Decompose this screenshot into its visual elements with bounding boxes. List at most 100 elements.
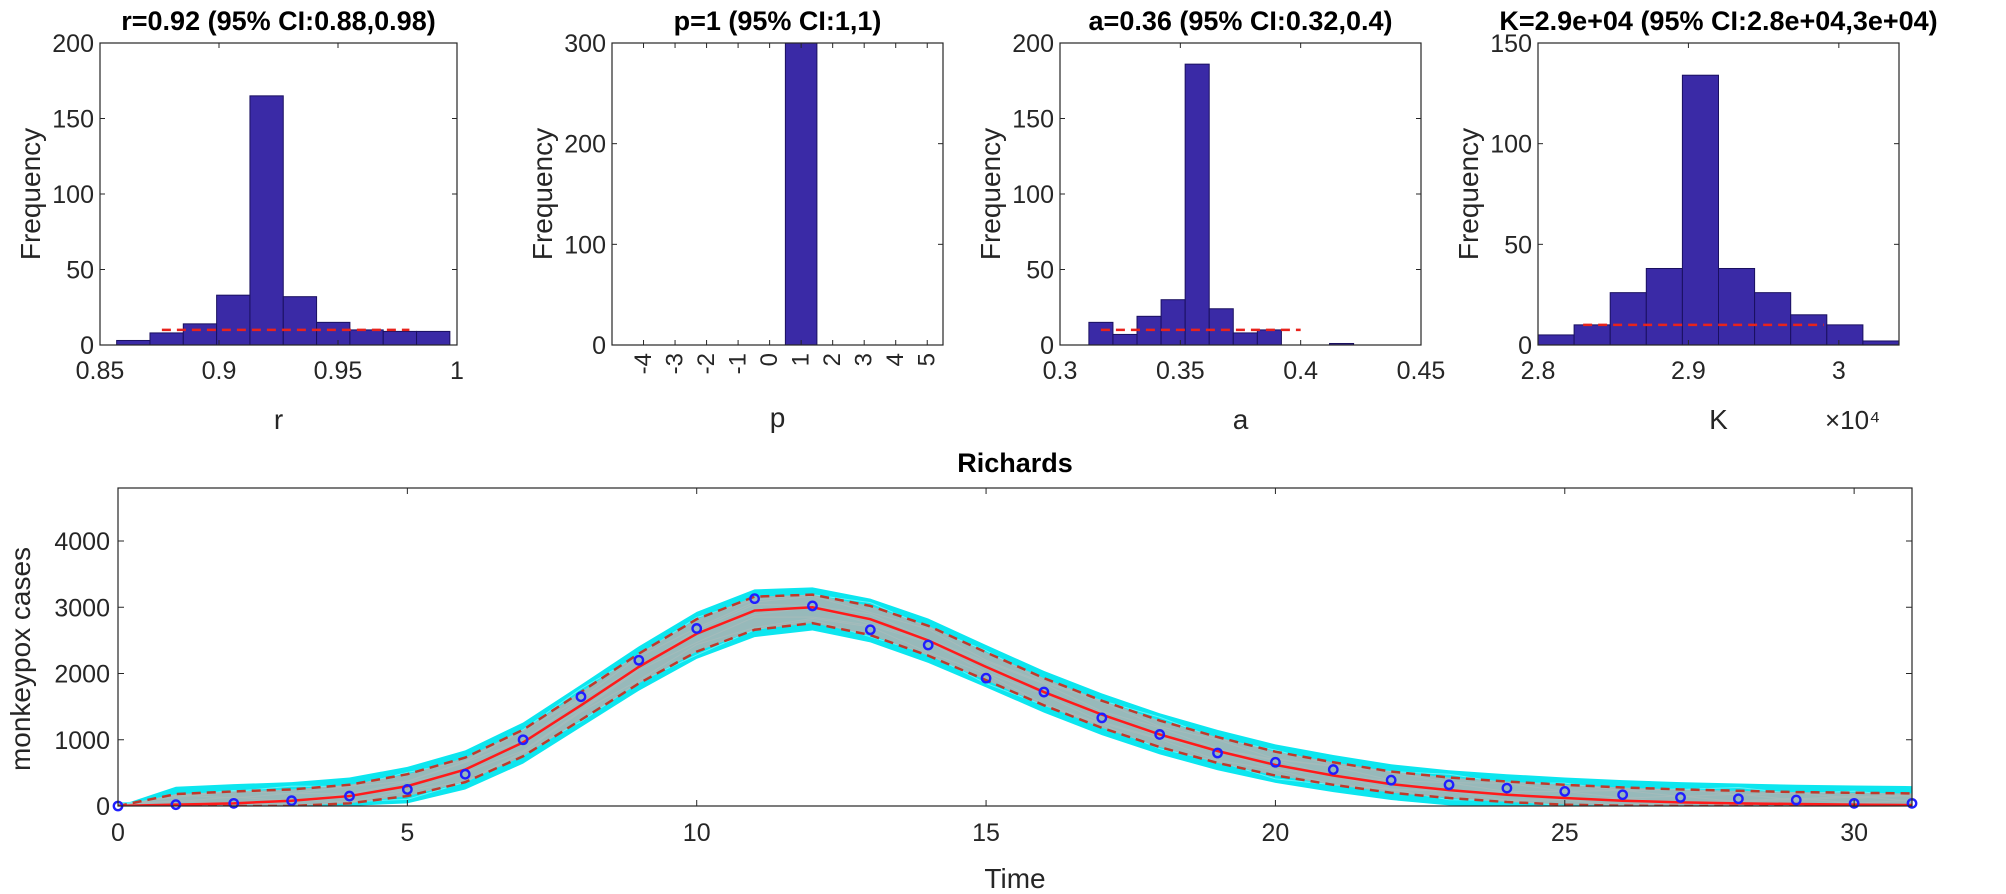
x-tick-label: -4 <box>630 353 657 374</box>
y-tick-label: 1000 <box>54 727 110 755</box>
x-tick-label: 5 <box>400 819 414 847</box>
histogram-panel-a: 0.3 0.35 0.4 0.45 0 50 100 150 200 a=0.36 (95% CI… <box>975 6 1445 435</box>
x-tick-label: 0.4 <box>1283 357 1318 385</box>
histogram-bar <box>1681 74 1720 346</box>
y-tick-label: 2000 <box>54 661 110 689</box>
chart-title: Richards <box>957 448 1073 478</box>
model-fit-line <box>118 605 1912 806</box>
observed-data-point <box>980 672 992 684</box>
y-tick-label: 100 <box>1490 131 1532 159</box>
bootstrap-curves-band <box>118 587 1912 806</box>
x-tick-label: 0.3 <box>1043 357 1078 385</box>
observed-data-point <box>170 799 182 811</box>
histogram-bar <box>1232 332 1258 346</box>
observed-data-point <box>1096 712 1108 724</box>
x-tick-label: 3 <box>1832 357 1846 385</box>
y-tick-label: 0 <box>1518 332 1532 360</box>
histogram-bar <box>1754 292 1792 346</box>
histogram-bar <box>382 330 418 346</box>
observed-data-point <box>807 600 818 612</box>
histogram-title: a=0.36 (95% CI:0.32,0.4) <box>1089 6 1393 36</box>
histogram-panel-r: 0.85 0.9 0.95 1 0 50 100 150 200 r=0.92 (95% CI:0… <box>15 6 464 435</box>
y-tick-label: 50 <box>66 257 94 285</box>
histogram-bar <box>1184 63 1210 346</box>
y-tick-label: 100 <box>1012 181 1054 209</box>
richards-fit-panel: 0 5 10 15 20 25 30 0 1000 2000 3000 4000 Richards Tim… <box>5 448 1918 894</box>
upper-bound-dashed-line <box>118 593 1912 806</box>
observed-data-point <box>1385 774 1397 786</box>
x-axis-label: p <box>770 402 786 433</box>
x-tick-label: 10 <box>683 819 711 847</box>
x-tick-label: 1 <box>788 353 815 366</box>
observed-data-point <box>1848 797 1860 809</box>
x-tick-label: 1 <box>450 357 464 385</box>
x-tick-label: -3 <box>662 353 689 374</box>
histogram-title: r=0.92 (95% CI:0.88,0.98) <box>121 6 435 36</box>
y-tick-label: 100 <box>564 231 606 259</box>
observed-data-point <box>1212 747 1223 759</box>
histogram-bar <box>149 332 184 346</box>
x-axis-label: Time <box>984 863 1045 894</box>
y-tick-label: 150 <box>1490 30 1532 58</box>
x-axis-label: a <box>1233 404 1249 435</box>
x-tick-label: 15 <box>972 819 1000 847</box>
observed-data-point <box>1443 779 1455 791</box>
x-tick-label: 25 <box>1551 819 1579 847</box>
y-axis-label: monkeypox cases <box>5 547 36 771</box>
x-exponent-label: ×10⁴ <box>1825 405 1880 435</box>
y-tick-label: 50 <box>1026 257 1054 285</box>
histogram-bar <box>1256 329 1282 346</box>
histogram-bar <box>316 321 351 346</box>
x-tick-label: 3 <box>851 353 878 366</box>
histogram-bar <box>1208 308 1234 346</box>
observed-data-point <box>459 768 471 780</box>
x-tick-label: 2 <box>819 353 846 366</box>
axes-box <box>611 42 944 346</box>
x-tick-label: 0.45 <box>1397 357 1446 385</box>
y-tick-label: 3000 <box>54 594 110 622</box>
histogram-bar <box>1718 267 1756 346</box>
observed-data-point <box>1038 686 1050 698</box>
observed-data-point <box>1790 794 1802 806</box>
observed-data-point <box>1675 791 1686 803</box>
y-axis-label: Frequency <box>975 128 1006 260</box>
x-tick-label: 2.9 <box>1671 357 1706 385</box>
observed-data-point <box>633 654 645 666</box>
x-tick-label: 0.95 <box>314 357 363 385</box>
observed-data-point <box>1501 782 1513 794</box>
observed-data-point <box>344 790 355 802</box>
histogram-bar <box>1826 324 1864 346</box>
histogram-bar <box>116 339 151 346</box>
y-tick-label: 200 <box>564 131 606 159</box>
histogram-bar <box>1862 340 1900 346</box>
histogram-bar <box>1088 321 1114 346</box>
histogram-bar <box>784 42 818 346</box>
histogram-bar <box>1537 334 1575 346</box>
x-tick-label: 0.9 <box>202 357 237 385</box>
observed-data-point <box>286 795 298 807</box>
x-tick-label: 2.8 <box>1521 357 1556 385</box>
x-tick-label: 20 <box>1262 819 1290 847</box>
histogram-bar <box>216 294 251 346</box>
x-tick-label: 0.85 <box>76 357 125 385</box>
y-tick-label: 200 <box>1012 30 1054 58</box>
x-tick-label: -2 <box>693 353 720 374</box>
y-tick-label: 0 <box>96 793 110 821</box>
axes-box <box>117 487 1913 807</box>
x-axis-label: K <box>1709 404 1728 435</box>
observed-data-point <box>1732 793 1744 805</box>
y-tick-label: 0 <box>592 332 606 360</box>
richards-chart: 0 5 10 15 20 25 30 0 1000 2000 3000 4000 Richards Tim… <box>5 448 1918 894</box>
x-tick-label: 0 <box>756 353 783 366</box>
y-tick-label: 4000 <box>54 528 110 556</box>
histogram-bar <box>182 323 218 346</box>
x-tick-label: 0.35 <box>1156 357 1205 385</box>
y-tick-label: 200 <box>52 30 94 58</box>
x-tick-label: 4 <box>882 353 909 366</box>
observed-data-point <box>1270 756 1281 768</box>
y-axis-label: Frequency <box>527 128 558 260</box>
histogram-bar <box>1160 299 1186 346</box>
y-tick-label: 0 <box>80 332 94 360</box>
